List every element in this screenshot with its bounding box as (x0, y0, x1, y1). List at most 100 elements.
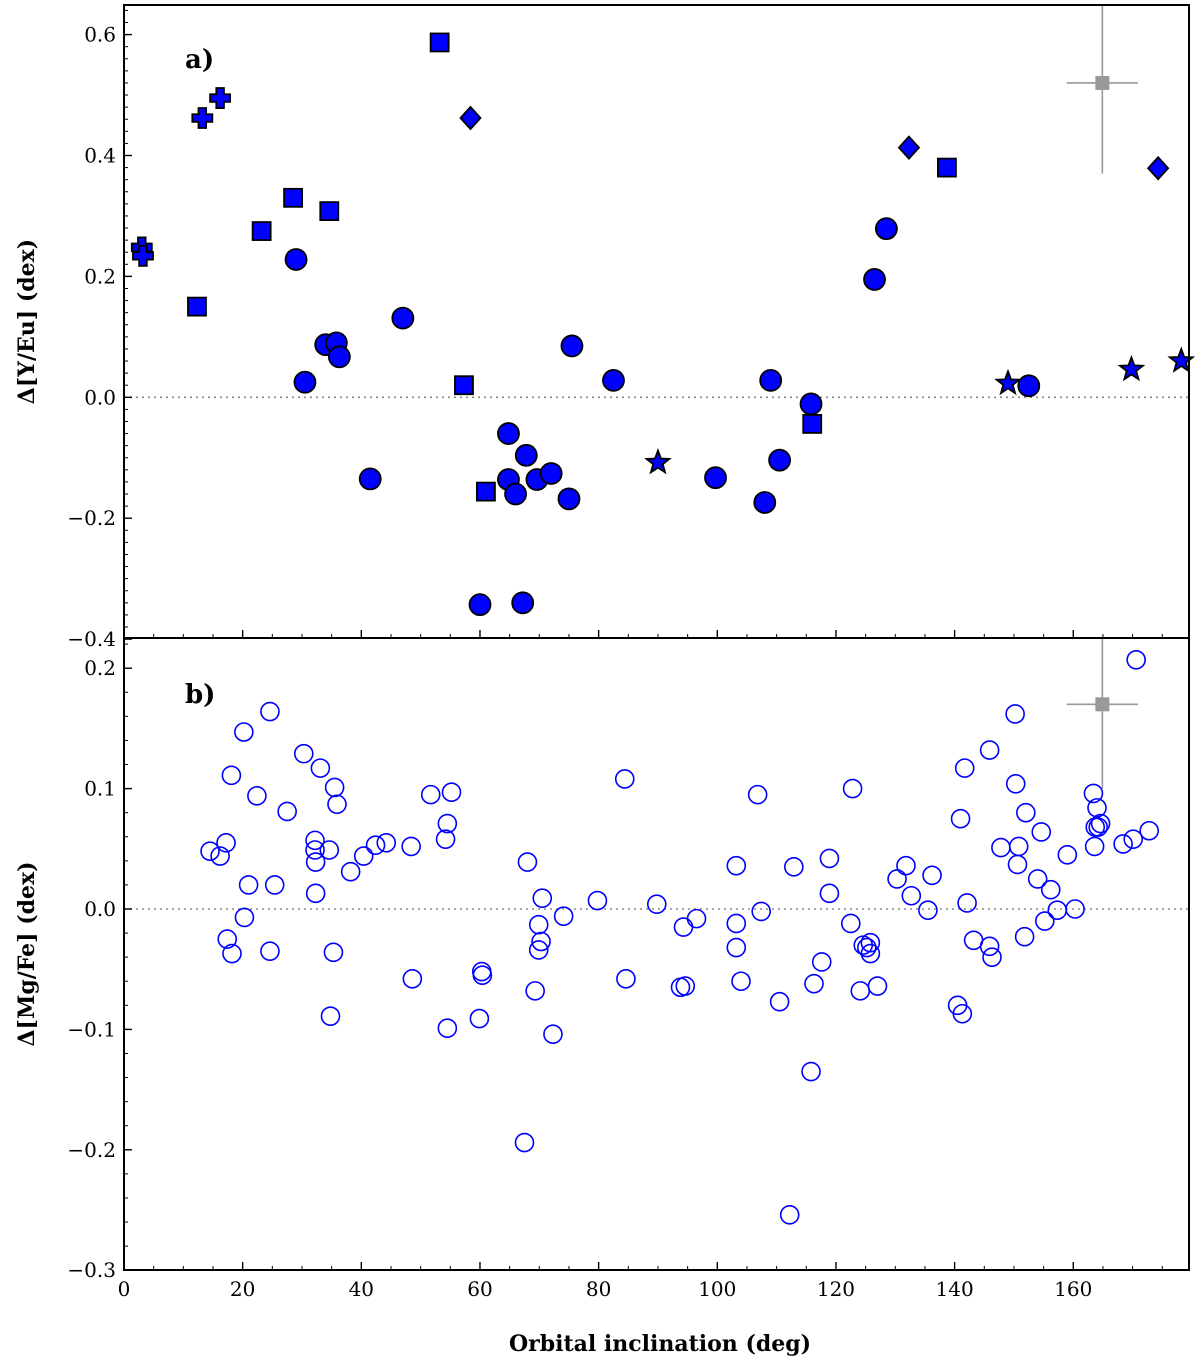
error-bar-reference (1066, 638, 1138, 789)
data-point-open-circle (319, 840, 340, 860)
data-point-open-circle (1139, 820, 1160, 841)
data-point-open-circle (896, 855, 916, 876)
data-point-circle (602, 368, 625, 392)
data-point-open-circle (1057, 845, 1078, 865)
data-point-open-circle (514, 1132, 535, 1153)
data-point-open-circle (1016, 802, 1036, 823)
data-point-open-circle (200, 841, 220, 862)
data-point-open-circle (320, 1006, 341, 1026)
y-axis-label: Δ[Y/Eu] (dex) (14, 239, 40, 404)
data-point-open-circle (310, 758, 331, 778)
data-point-open-circle (1084, 836, 1105, 857)
y-tick-label: 0.1 (84, 777, 116, 801)
data-point-circle (511, 591, 535, 615)
data-point-open-circle (420, 784, 441, 805)
data-point-circle (560, 334, 584, 358)
data-point-circle (799, 392, 823, 416)
data-point-open-circle (850, 981, 871, 1001)
data-point-open-circle (376, 832, 397, 853)
y-tick-label: 0.2 (84, 264, 116, 288)
data-point-diamond (897, 135, 921, 160)
data-point-open-circle (842, 778, 863, 799)
data-point-open-circle (543, 1024, 563, 1045)
x-tick-label: 160 (1054, 1277, 1092, 1301)
y-tick-label: −0.3 (67, 1258, 116, 1282)
data-point-open-circle (804, 973, 824, 994)
data-point-open-circle (1031, 822, 1052, 842)
panel-label: a) (185, 45, 214, 75)
x-tick-label: 120 (817, 1277, 855, 1301)
data-point-open-circle (305, 830, 325, 851)
data-point-open-circle (675, 976, 696, 996)
data-point-open-circle (673, 917, 694, 937)
data-point-open-circle (305, 883, 326, 904)
y-tick-label: −0.2 (67, 1138, 116, 1162)
data-point-plus (209, 87, 232, 109)
series-circle (284, 217, 1041, 617)
data-point-open-circle (234, 722, 254, 742)
panel-b: −0.3 −0.2 −0.1 0.0 0.1 0.2 0 20 40 60 80 100 120 140 1… (14, 637, 1190, 1301)
data-point-open-circle (1005, 773, 1026, 794)
data-point-circle (759, 368, 783, 392)
x-tick-label: 20 (230, 1277, 255, 1301)
data-point-open-circle (1123, 829, 1144, 849)
data-point-square (937, 157, 957, 178)
plot-frame (123, 4, 1190, 639)
data-point-open-circle (1008, 836, 1029, 857)
x-tick-label: 140 (936, 1277, 974, 1301)
data-point-circle (768, 448, 791, 472)
data-point-open-circle (1090, 813, 1111, 834)
data-point-circle (557, 487, 581, 511)
data-point-open-circle (323, 942, 344, 963)
data-point-open-circle (979, 740, 1000, 760)
data-point-open-circle (234, 907, 255, 928)
data-point-circle (391, 306, 415, 330)
data-point-open-circle (525, 981, 545, 1001)
data-point-circle (293, 370, 317, 394)
y-tick-label: 0.6 (84, 23, 116, 47)
data-point-open-circle (784, 857, 804, 877)
data-point-open-circle (1014, 926, 1035, 947)
data-point-open-circle (801, 1061, 821, 1082)
y-tick-label: −0.2 (67, 506, 116, 530)
data-point-circle (514, 443, 538, 467)
data-point-circle (497, 422, 520, 445)
data-point-circle (874, 217, 898, 241)
data-point-open-circle (437, 1018, 458, 1038)
y-tick-label: −0.1 (67, 1017, 116, 1041)
data-point-square (319, 201, 340, 222)
data-point-diamond (459, 105, 482, 131)
panel-label: b) (185, 680, 215, 710)
y-tick-label: 0.2 (84, 656, 116, 680)
data-point-square (476, 481, 496, 502)
data-point-open-circle (437, 813, 458, 834)
data-point-open-circle (769, 991, 790, 1012)
data-point-open-circle (726, 937, 747, 958)
data-point-open-circle (979, 936, 1000, 957)
data-point-open-circle (365, 835, 386, 855)
data-point-open-circle (1083, 783, 1104, 804)
data-point-open-circle (402, 969, 423, 989)
data-point-open-circle (528, 914, 549, 935)
data-point-circle (358, 467, 382, 491)
data-point-star (644, 447, 672, 475)
data-point-open-circle (1088, 817, 1108, 837)
data-point-open-circle (324, 777, 345, 798)
data-point-open-circle (1113, 834, 1133, 854)
data-point-open-circle (918, 900, 938, 921)
data-point-open-circle (260, 701, 280, 722)
data-point-open-circle (401, 836, 421, 857)
data-point-open-circle (747, 784, 768, 805)
data-point-open-circle (1040, 879, 1061, 900)
error-bar-reference (1066, 5, 1138, 174)
data-point-open-circle (221, 765, 242, 786)
data-point-open-circle (1007, 854, 1028, 875)
data-point-open-circle (216, 832, 236, 853)
data-point-circle (863, 268, 886, 291)
data-point-open-circle (922, 865, 942, 886)
data-point-open-circle (238, 875, 259, 895)
data-point-circle (704, 466, 727, 490)
data-point-open-circle (726, 913, 747, 934)
data-point-open-circle (982, 947, 1002, 967)
data-point-open-circle (1065, 899, 1085, 919)
